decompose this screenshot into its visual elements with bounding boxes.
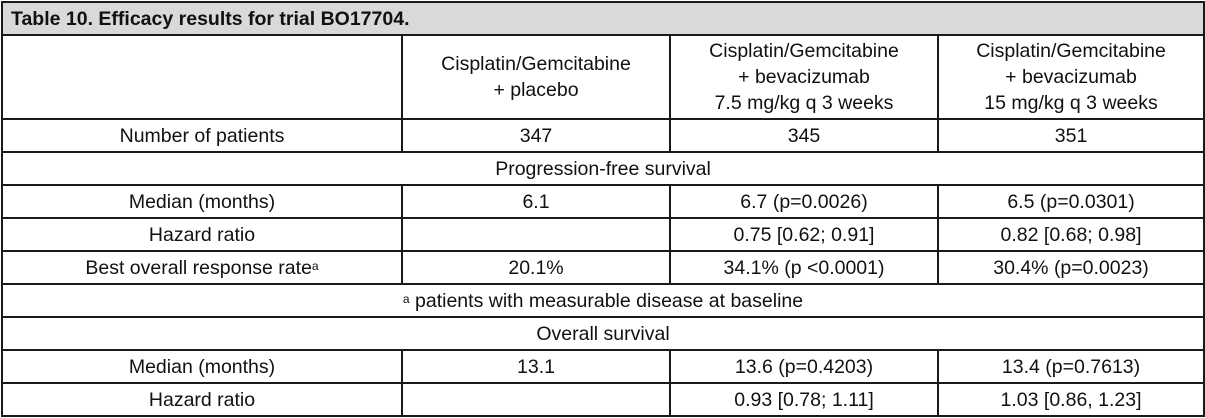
table-cell: 30.4% (p=0.0023) — [936, 250, 1205, 285]
row-label: Median (months) — [1, 349, 403, 384]
table-cell: 0.93 [0.78; 1.11] — [669, 382, 939, 417]
column-header-bev-7-5: Cisplatin/Gemcitabine + bevacizumab 7.5 … — [669, 34, 939, 120]
table-cell: 20.1% — [401, 250, 671, 285]
table-row: Number of patients 347 345 351 — [1, 118, 1205, 153]
table-cell: 13.1 — [401, 349, 671, 384]
footnote-marker: a — [402, 291, 410, 306]
section-heading-os: Overall survival — [0, 316, 1205, 351]
table-cell: 6.5 (p=0.0301) — [936, 184, 1205, 219]
column-header-line: 7.5 mg/kg q 3 weeks — [714, 92, 894, 114]
column-header-line: + bevacizumab — [1005, 66, 1137, 88]
header-empty-cell — [1, 34, 403, 120]
table-cell: 13.6 (p=0.4203) — [669, 349, 939, 384]
table-row: Best overall response ratea 20.1% 34.1% … — [1, 250, 1205, 285]
column-header-bev-15: Cisplatin/Gemcitabine + bevacizumab 15 m… — [936, 34, 1205, 120]
table-row: Hazard ratio 0.75 [0.62; 0.91] 0.82 [0.6… — [1, 217, 1205, 252]
row-label-text: Best overall response rate — [85, 256, 312, 279]
row-label: Number of patients — [1, 118, 403, 153]
footnote-marker: a — [311, 258, 319, 273]
table-row: Median (months) 6.1 6.7 (p=0.0026) 6.5 (… — [1, 184, 1205, 219]
table-cell — [401, 382, 671, 417]
row-label: Hazard ratio — [1, 217, 403, 252]
table-cell: 345 — [669, 118, 939, 153]
table-cell: 34.1% (p <0.0001) — [669, 250, 939, 285]
column-header-placebo: Cisplatin/Gemcitabine + placebo — [401, 34, 671, 120]
section-heading-pfs: Progression-free survival — [0, 151, 1205, 186]
column-header-line: Cisplatin/Gemcitabine — [976, 40, 1166, 62]
row-label: Best overall response ratea — [1, 250, 403, 285]
table-row: Median (months) 13.1 13.6 (p=0.4203) 13.… — [1, 349, 1205, 384]
footnote-row: a patients with measurable disease at ba… — [0, 283, 1205, 318]
table-cell: 1.03 [0.86, 1.23] — [936, 382, 1205, 417]
header-row: Cisplatin/Gemcitabine + placebo Cisplati… — [1, 34, 1205, 120]
table-cell: 347 — [401, 118, 671, 153]
table-caption: Table 10. Efficacy results for trial BO1… — [0, 1, 1205, 36]
column-header-line: Cisplatin/Gemcitabine — [709, 40, 899, 62]
row-label: Median (months) — [1, 184, 403, 219]
table-cell: 0.75 [0.62; 0.91] — [669, 217, 939, 252]
table-cell: 13.4 (p=0.7613) — [936, 349, 1205, 384]
column-header-line: + bevacizumab — [738, 66, 870, 88]
table-cell — [401, 217, 671, 252]
table-cell: 0.82 [0.68; 0.98] — [936, 217, 1205, 252]
table-row: Hazard ratio 0.93 [0.78; 1.11] 1.03 [0.8… — [1, 382, 1205, 417]
table-cell: 351 — [936, 118, 1205, 153]
footnote-text: patients with measurable disease at base… — [409, 289, 804, 312]
footnote: a patients with measurable disease at ba… — [0, 283, 1205, 318]
column-header-line: Cisplatin/Gemcitabine — [441, 53, 631, 75]
row-label: Hazard ratio — [1, 382, 403, 417]
column-header-line: 15 mg/kg q 3 weeks — [984, 92, 1158, 114]
section-row: Overall survival — [0, 316, 1205, 351]
table-cell: 6.7 (p=0.0026) — [669, 184, 939, 219]
table-cell: 6.1 — [401, 184, 671, 219]
column-header-line: + placebo — [493, 79, 579, 101]
section-row: Progression-free survival — [0, 151, 1205, 186]
